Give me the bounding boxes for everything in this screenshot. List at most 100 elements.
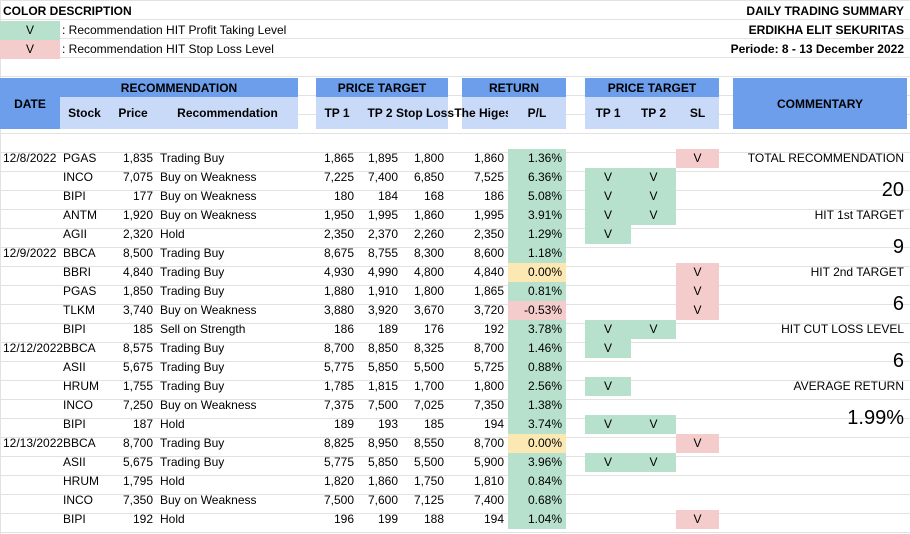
cell-hit-tp1: V [585,339,631,358]
cell-tp2: 184 [377,189,398,203]
cell-hit-tp1: V [585,453,631,472]
header-stop-loss: Stop Loss [396,97,454,129]
cell-stop-loss: 185 [423,417,444,431]
hit1-value: 9 [892,236,904,258]
cell-pl: 3.96% [508,453,566,472]
cell-stock: HRUM [63,474,99,488]
cell-stock: PGAS [63,284,97,298]
cell-pl: 3.91% [508,206,566,225]
header-pl: P/L [508,97,566,129]
cell-recommendation: Trading Buy [160,341,225,355]
cell-price: 3,740 [122,303,153,317]
cell-hit-tp1: V [585,187,631,206]
header-date: DATE [0,78,60,129]
cell-date [0,301,60,320]
cell-tp1: 3,880 [323,303,354,317]
cell-hit-tp2: V [631,320,676,339]
cell-stock: BIPI [63,512,86,526]
cell-recommendation: Trading Buy [160,455,225,469]
cell-tp1: 7,375 [323,398,354,412]
cell-hit-sl: V [676,301,719,320]
cell-hit-sl [676,491,719,510]
cell-hit-tp1 [585,149,631,168]
cell-tp2: 7,500 [367,398,398,412]
cell-tp1: 180 [333,189,354,203]
legend-green-text: : Recommendation HIT Profit Taking Level [62,23,287,37]
cell-price: 192 [132,512,153,526]
cell-recommendation: Sell on Strength [160,322,246,336]
cell-highest: 5,725 [473,360,504,374]
cell-hit-sl: V [676,434,719,453]
cell-tp2: 7,600 [367,493,398,507]
cell-tp1: 8,675 [323,246,354,260]
cell-hit-tp1: V [585,206,631,225]
avg-value: 1.99% [847,407,904,429]
cell-stop-loss: 176 [423,322,444,336]
cell-tp1: 189 [333,417,354,431]
cell-pl: 5.08% [508,187,566,206]
cell-highest: 194 [483,512,504,526]
cell-hit-tp2 [631,377,676,396]
cell-hit-tp2 [631,434,676,453]
cell-tp2: 3,920 [367,303,398,317]
cell-hit-sl [676,472,719,491]
cell-stop-loss: 2,260 [413,227,444,241]
cell-stock: TLKM [63,303,96,317]
cell-recommendation: Hold [160,474,185,488]
cell-hit-tp1 [585,263,631,282]
cell-stop-loss: 1,860 [413,208,444,222]
cell-price: 185 [132,322,153,336]
cell-hit-tp1: V [585,415,631,434]
cell-recommendation: Buy on Weakness [160,189,257,203]
cut-label: HIT CUT LOSS LEVEL [781,322,904,336]
cell-price: 2,320 [122,227,153,241]
cell-stock: BIPI [63,417,86,431]
cell-hit-tp1: V [585,225,631,244]
cell-recommendation: Hold [160,417,185,431]
cell-stop-loss: 1,800 [413,284,444,298]
cell-hit-tp2 [631,225,676,244]
cell-tp1: 4,930 [323,265,354,279]
header-stock: Stock [60,97,109,129]
cell-hit-tp2: V [631,453,676,472]
cell-hit-sl [676,453,719,472]
cell-hit-tp2 [631,510,676,529]
cell-recommendation: Trading Buy [160,151,225,165]
cell-recommendation: Trading Buy [160,284,225,298]
cell-stop-loss: 3,670 [413,303,444,317]
cell-stock: BBCA [63,436,96,450]
cell-stock: BIPI [63,189,86,203]
cell-tp1: 1,820 [323,474,354,488]
hit1-label: HIT 1st TARGET [814,208,904,222]
header-price: Price [109,97,157,129]
cell-date [0,206,60,225]
cell-tp2: 5,850 [367,455,398,469]
header-price-target-hit: PRICE TARGET [585,78,719,97]
cell-stop-loss: 4,800 [413,265,444,279]
cell-tp1: 7,225 [323,170,354,184]
cell-highest: 192 [483,322,504,336]
cell-tp2: 8,850 [367,341,398,355]
cell-pl: 1.38% [508,396,566,415]
cell-stop-loss: 5,500 [413,455,444,469]
cell-hit-tp1 [585,282,631,301]
cell-stop-loss: 5,500 [413,360,444,374]
cell-price: 1,755 [122,379,153,393]
cell-hit-tp1 [585,434,631,453]
cell-pl: 0.68% [508,491,566,510]
cell-hit-tp2 [631,282,676,301]
cell-tp1: 7,500 [323,493,354,507]
cell-highest: 194 [483,417,504,431]
header-hit-tp2: TP 2 [631,97,676,129]
cell-recommendation: Buy on Weakness [160,208,257,222]
cell-pl: 6.36% [508,168,566,187]
cell-hit-tp1: V [585,377,631,396]
cell-pl: 3.78% [508,320,566,339]
report-period: Periode: 8 - 13 December 2022 [730,42,904,56]
cell-hit-tp2 [631,301,676,320]
cell-hit-sl: V [676,282,719,301]
cell-hit-sl: V [676,510,719,529]
cell-date [0,225,60,244]
cell-tp1: 1,865 [323,151,354,165]
header-the-highest: The Higest [454,97,516,129]
